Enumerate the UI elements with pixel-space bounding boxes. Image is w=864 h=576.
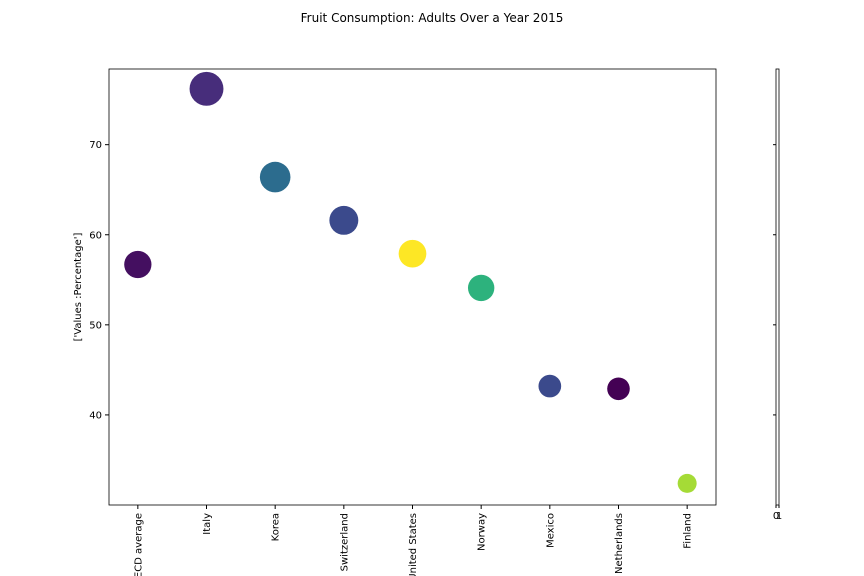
chart-title: Fruit Consumption: Adults Over a Year 20… bbox=[301, 11, 564, 25]
y-tick-label: 50 bbox=[89, 320, 102, 331]
colorbar-tick-label: 0 bbox=[773, 511, 779, 522]
y-axis-label: ['Values :Percentage'] bbox=[73, 233, 84, 342]
x-tick-label: United States bbox=[408, 513, 419, 576]
x-tick-label: Norway bbox=[477, 513, 488, 551]
x-tick-label: Korea bbox=[271, 513, 282, 541]
x-tick-label: Netherlands bbox=[614, 513, 625, 574]
bubble bbox=[259, 161, 291, 193]
plot-frame bbox=[108, 68, 717, 506]
bubble bbox=[607, 377, 630, 401]
y-tick-label: 60 bbox=[89, 230, 102, 241]
y-tick-label: 40 bbox=[89, 410, 102, 421]
bubble bbox=[329, 205, 359, 235]
bubble bbox=[124, 250, 152, 279]
colorbar bbox=[775, 68, 780, 506]
x-tick-label: Mexico bbox=[545, 513, 556, 548]
bubble bbox=[398, 239, 427, 268]
colorbar-tick-label: 1 bbox=[776, 511, 782, 522]
bubble bbox=[189, 71, 224, 106]
x-tick-label: OECD average bbox=[133, 513, 144, 576]
bubble bbox=[677, 473, 697, 493]
bubble bbox=[538, 374, 562, 398]
bubble bbox=[467, 274, 495, 302]
x-tick-label: Italy bbox=[202, 513, 213, 535]
x-tick-label: Finland bbox=[683, 513, 694, 549]
x-tick-label: Switzerland bbox=[339, 513, 350, 571]
y-tick-label: 70 bbox=[89, 140, 102, 151]
